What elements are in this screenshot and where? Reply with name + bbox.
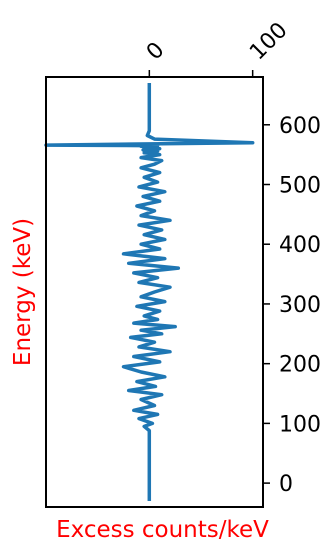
y-tick-label: 200 bbox=[279, 353, 321, 378]
y-tick-label: 400 bbox=[279, 233, 321, 258]
y-tick-label: 300 bbox=[279, 293, 321, 318]
y-axis-title: Energy (keV) bbox=[10, 218, 36, 366]
series-line-0 bbox=[44, 83, 255, 501]
tick-layer: 0 100 200 300 400 500 600 0 100 bbox=[142, 18, 321, 497]
plot-frame bbox=[45, 76, 264, 508]
y-tick-label: 500 bbox=[279, 174, 321, 199]
x-tick-label: 100 bbox=[245, 18, 292, 65]
y-tick-label: 100 bbox=[279, 412, 321, 437]
x-axis-title: Excess counts/keV bbox=[56, 517, 269, 543]
x-tick-label: 0 bbox=[142, 38, 170, 66]
plot-area bbox=[44, 83, 255, 501]
y-tick-label: 0 bbox=[279, 472, 293, 497]
y-tick-label: 600 bbox=[279, 114, 321, 139]
